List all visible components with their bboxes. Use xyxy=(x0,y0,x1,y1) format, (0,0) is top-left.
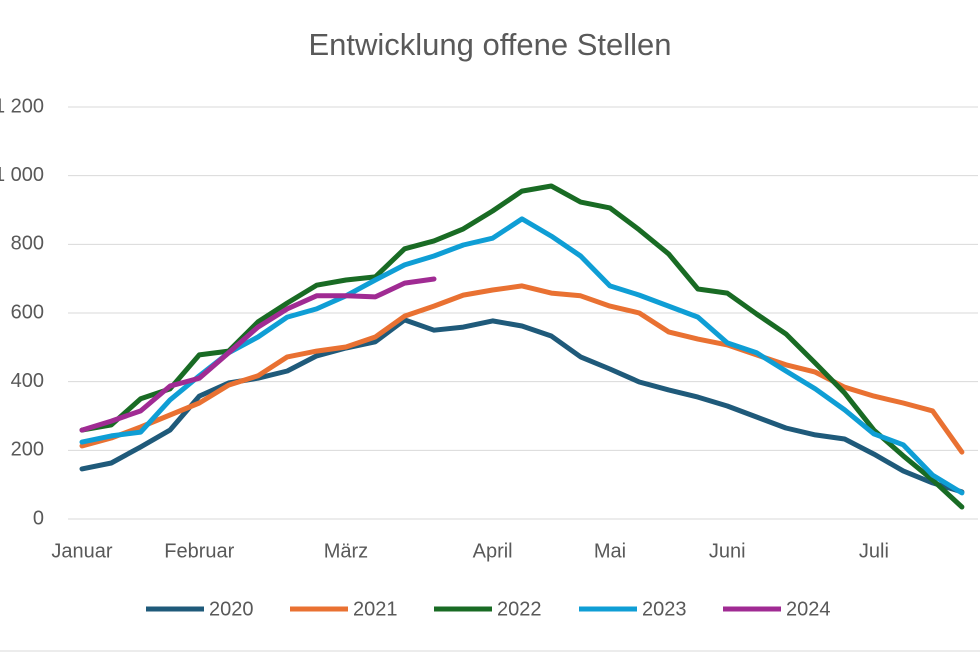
y-tick-label: 1 000 xyxy=(0,164,44,186)
x-tick-label: März xyxy=(324,540,368,562)
y-tick-label: 1 200 xyxy=(0,95,44,117)
chart-title: Entwicklung offene Stellen xyxy=(308,27,671,62)
series-line xyxy=(79,276,437,433)
series-line xyxy=(79,317,965,495)
series-line xyxy=(79,283,965,455)
x-tick-label: Juli xyxy=(859,540,889,562)
series-line xyxy=(79,183,965,510)
y-tick-label: 800 xyxy=(11,233,44,255)
x-tick-label: Januar xyxy=(51,540,112,562)
legend-label: 2024 xyxy=(786,598,831,620)
x-tick-label: Juni xyxy=(709,540,746,562)
y-tick-label: 600 xyxy=(11,301,44,323)
series-line xyxy=(79,216,965,496)
legend-label: 2021 xyxy=(353,598,398,620)
y-tick-label: 0 xyxy=(33,507,44,529)
legend-label: 2022 xyxy=(497,598,542,620)
y-tick-label: 200 xyxy=(11,439,44,461)
y-tick-label: 400 xyxy=(11,370,44,392)
legend-label: 2023 xyxy=(642,598,687,620)
legend-label: 2020 xyxy=(209,598,254,620)
x-tick-label: Mai xyxy=(594,540,626,562)
x-tick-label: April xyxy=(473,540,513,562)
x-tick-label: Februar xyxy=(164,540,234,562)
